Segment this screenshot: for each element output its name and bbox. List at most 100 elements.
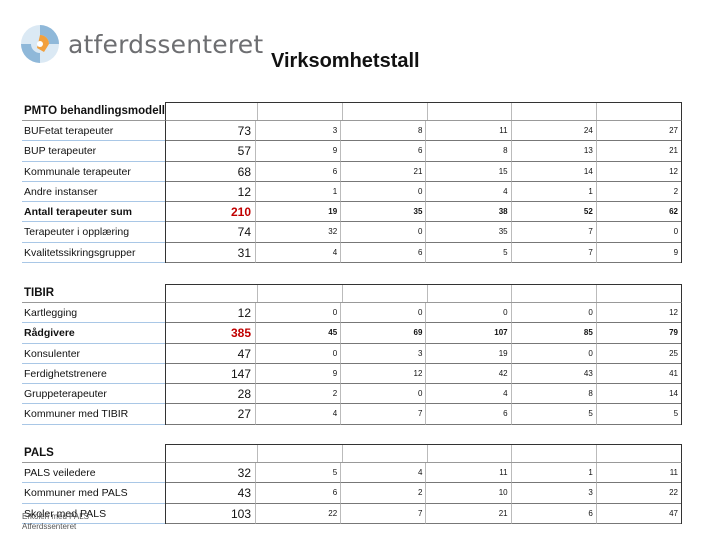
value-cell: 0 — [340, 384, 426, 405]
value-cell: 2 — [595, 181, 682, 203]
value-cell: 8 — [510, 384, 596, 405]
total-cell: 32 — [166, 463, 255, 484]
row-label: Rådgivere — [22, 323, 165, 344]
value-cell: 3 — [255, 121, 341, 142]
value-cell: 5 — [425, 242, 511, 264]
row-label: Konsulenter — [22, 344, 165, 364]
value-cell: 0 — [595, 222, 682, 243]
total-cell: 147 — [166, 364, 255, 385]
value-cell: 0 — [255, 343, 341, 364]
value-cell: 9 — [595, 242, 682, 264]
total-cell: 103 — [166, 504, 255, 524]
value-cell: 62 — [595, 202, 682, 223]
value-cell: 8 — [340, 121, 426, 142]
row-label: BUP terapeuter — [22, 141, 165, 162]
value-cell: 45 — [255, 323, 341, 344]
value-cell: 14 — [595, 384, 682, 405]
table-row: Kartlegging 12 0 0 0 0 12 — [22, 303, 682, 324]
value-cell: 1 — [510, 463, 596, 484]
total-cell: 27 — [166, 404, 255, 425]
value-cell: 6 — [340, 141, 426, 162]
value-cell: 22 — [255, 503, 341, 524]
value-cell: 4 — [425, 384, 511, 405]
value-cell: 6 — [340, 242, 426, 264]
value-cell: 22 — [595, 483, 682, 504]
value-cell: 9 — [255, 363, 341, 385]
table-row: Andre instanser 12 1 0 4 1 2 — [22, 181, 682, 203]
value-cell: 32 — [255, 222, 341, 243]
footer-line-2: Atferdssenteret — [22, 522, 77, 531]
value-cell: 35 — [425, 222, 511, 243]
value-cell: 41 — [595, 363, 682, 385]
value-cell: 12 — [340, 363, 426, 385]
value-cell: 4 — [425, 181, 511, 203]
total-cell: 57 — [166, 141, 255, 162]
value-cell: 6 — [425, 404, 511, 425]
value-cell: 21 — [425, 503, 511, 524]
value-cell: 0 — [255, 303, 341, 324]
row-label: Kvalitetssikringsgrupper — [22, 243, 165, 264]
row-label: Kommuner med PALS — [22, 483, 165, 504]
logo-text: atferdssenteret — [68, 29, 264, 59]
total-cell: 12 — [166, 303, 255, 324]
row-label: Kartlegging — [22, 303, 165, 324]
table-row: Kommunale terapeuter 68 6 21 15 14 12 — [22, 161, 682, 182]
atferdssenteret-logo-icon — [21, 25, 59, 63]
section-title: PMTO behandlingsmodell — [22, 102, 165, 121]
row-label: Terapeuter i opplæring — [22, 222, 165, 243]
value-cell: 7 — [510, 222, 596, 243]
total-cell: 47 — [166, 344, 255, 364]
total-cell: 74 — [166, 222, 255, 243]
value-cell: 85 — [510, 323, 596, 344]
logo: atferdssenteret — [18, 22, 263, 66]
value-cell: 6 — [255, 483, 341, 504]
table-row: Skoler med PALS 103 22 7 21 6 47 — [22, 503, 682, 524]
table-row: Kvalitetssikringsgrupper 31 4 6 5 7 9 — [22, 242, 682, 264]
value-cell: 5 — [595, 404, 682, 425]
row-label: Antall terapeuter sum — [22, 202, 165, 223]
table-row: BUFetat terapeuter 73 3 8 11 24 27 — [22, 121, 682, 142]
total-cell: 385 — [166, 323, 255, 344]
table-row: Gruppeterapeuter 28 2 0 4 8 14 — [22, 384, 682, 405]
value-cell: 6 — [255, 161, 341, 182]
value-cell: 3 — [340, 343, 426, 364]
row-label: PALS veiledere — [22, 463, 165, 484]
value-cell: 0 — [340, 303, 426, 324]
value-cell: 43 — [510, 363, 596, 385]
value-cell: 52 — [510, 202, 596, 223]
value-cell: 11 — [425, 463, 511, 484]
value-cell: 1 — [255, 181, 341, 203]
row-label: Ferdighetstrenere — [22, 364, 165, 385]
footer-line-1: Erkolen med PALS — [22, 512, 89, 521]
value-cell: 2 — [255, 384, 341, 405]
value-cell: 27 — [595, 121, 682, 142]
value-cell: 5 — [255, 463, 341, 484]
value-cell: 1 — [510, 181, 596, 203]
value-cell: 11 — [425, 121, 511, 142]
value-cell: 21 — [595, 141, 682, 162]
table-row: Kommuner med TIBIR 27 4 7 6 5 5 — [22, 404, 682, 425]
value-cell: 13 — [510, 141, 596, 162]
value-cell: 5 — [510, 404, 596, 425]
table-row: Antall terapeuter sum 210 19 35 38 52 62 — [22, 202, 682, 223]
value-cell: 11 — [595, 463, 682, 484]
value-cell: 21 — [340, 161, 426, 182]
value-cell: 12 — [595, 303, 682, 324]
value-cell: 9 — [255, 141, 341, 162]
table-row: BUP terapeuter 57 9 6 8 13 21 — [22, 141, 682, 162]
value-cell: 15 — [425, 161, 511, 182]
value-cell: 79 — [595, 323, 682, 344]
value-cell: 19 — [425, 343, 511, 364]
value-cell: 42 — [425, 363, 511, 385]
row-label: Andre instanser — [22, 182, 165, 203]
value-cell: 4 — [255, 404, 341, 425]
value-cell: 2 — [340, 483, 426, 504]
value-cell: 4 — [255, 242, 341, 264]
value-cell: 24 — [510, 121, 596, 142]
value-cell: 3 — [510, 483, 596, 504]
value-cell: 0 — [340, 222, 426, 243]
total-cell: 73 — [166, 121, 255, 142]
value-cell: 107 — [425, 323, 511, 344]
value-cell: 0 — [425, 303, 511, 324]
table-section: PMTO behandlingsmodell BUFetat terapeuter… — [22, 102, 682, 264]
